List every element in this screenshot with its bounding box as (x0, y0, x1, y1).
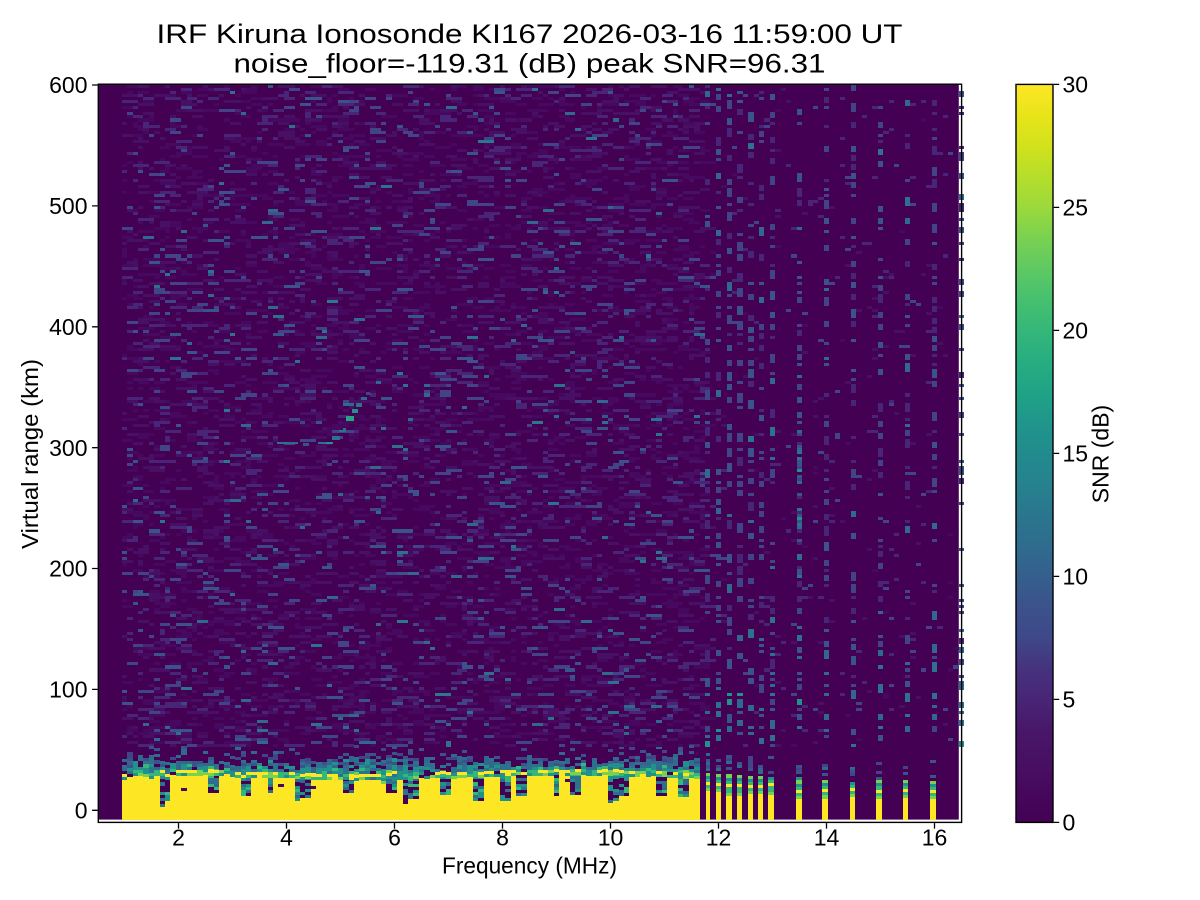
svg-text:15: 15 (1063, 441, 1089, 467)
svg-text:300: 300 (49, 435, 87, 461)
svg-text:5: 5 (1063, 687, 1076, 713)
svg-text:2: 2 (172, 824, 185, 850)
svg-text:16: 16 (922, 824, 948, 850)
svg-text:SNR (dB): SNR (dB) (1088, 405, 1114, 503)
svg-text:10: 10 (1063, 564, 1089, 590)
svg-text:Frequency (MHz): Frequency (MHz) (442, 853, 617, 879)
svg-text:IRF Kiruna Ionosonde KI167 202: IRF Kiruna Ionosonde KI167 2026-03-16 11… (157, 18, 903, 49)
svg-text:12: 12 (706, 824, 732, 850)
svg-text:200: 200 (49, 556, 87, 582)
svg-text:500: 500 (49, 193, 87, 219)
svg-text:20: 20 (1063, 318, 1089, 344)
svg-text:8: 8 (496, 824, 509, 850)
svg-text:30: 30 (1063, 72, 1089, 98)
svg-text:100: 100 (49, 677, 87, 703)
svg-text:4: 4 (280, 824, 293, 850)
svg-text:0: 0 (75, 798, 88, 824)
svg-text:6: 6 (388, 824, 401, 850)
svg-text:0: 0 (1063, 810, 1076, 836)
svg-text:600: 600 (49, 72, 87, 98)
svg-text:noise_floor=-119.31 (dB) peak: noise_floor=-119.31 (dB) peak SNR=96.31 (234, 48, 826, 79)
svg-text:14: 14 (814, 824, 840, 850)
svg-text:400: 400 (49, 314, 87, 340)
svg-text:Virtual range (km): Virtual range (km) (17, 359, 43, 549)
svg-text:25: 25 (1063, 195, 1089, 221)
svg-text:10: 10 (598, 824, 624, 850)
